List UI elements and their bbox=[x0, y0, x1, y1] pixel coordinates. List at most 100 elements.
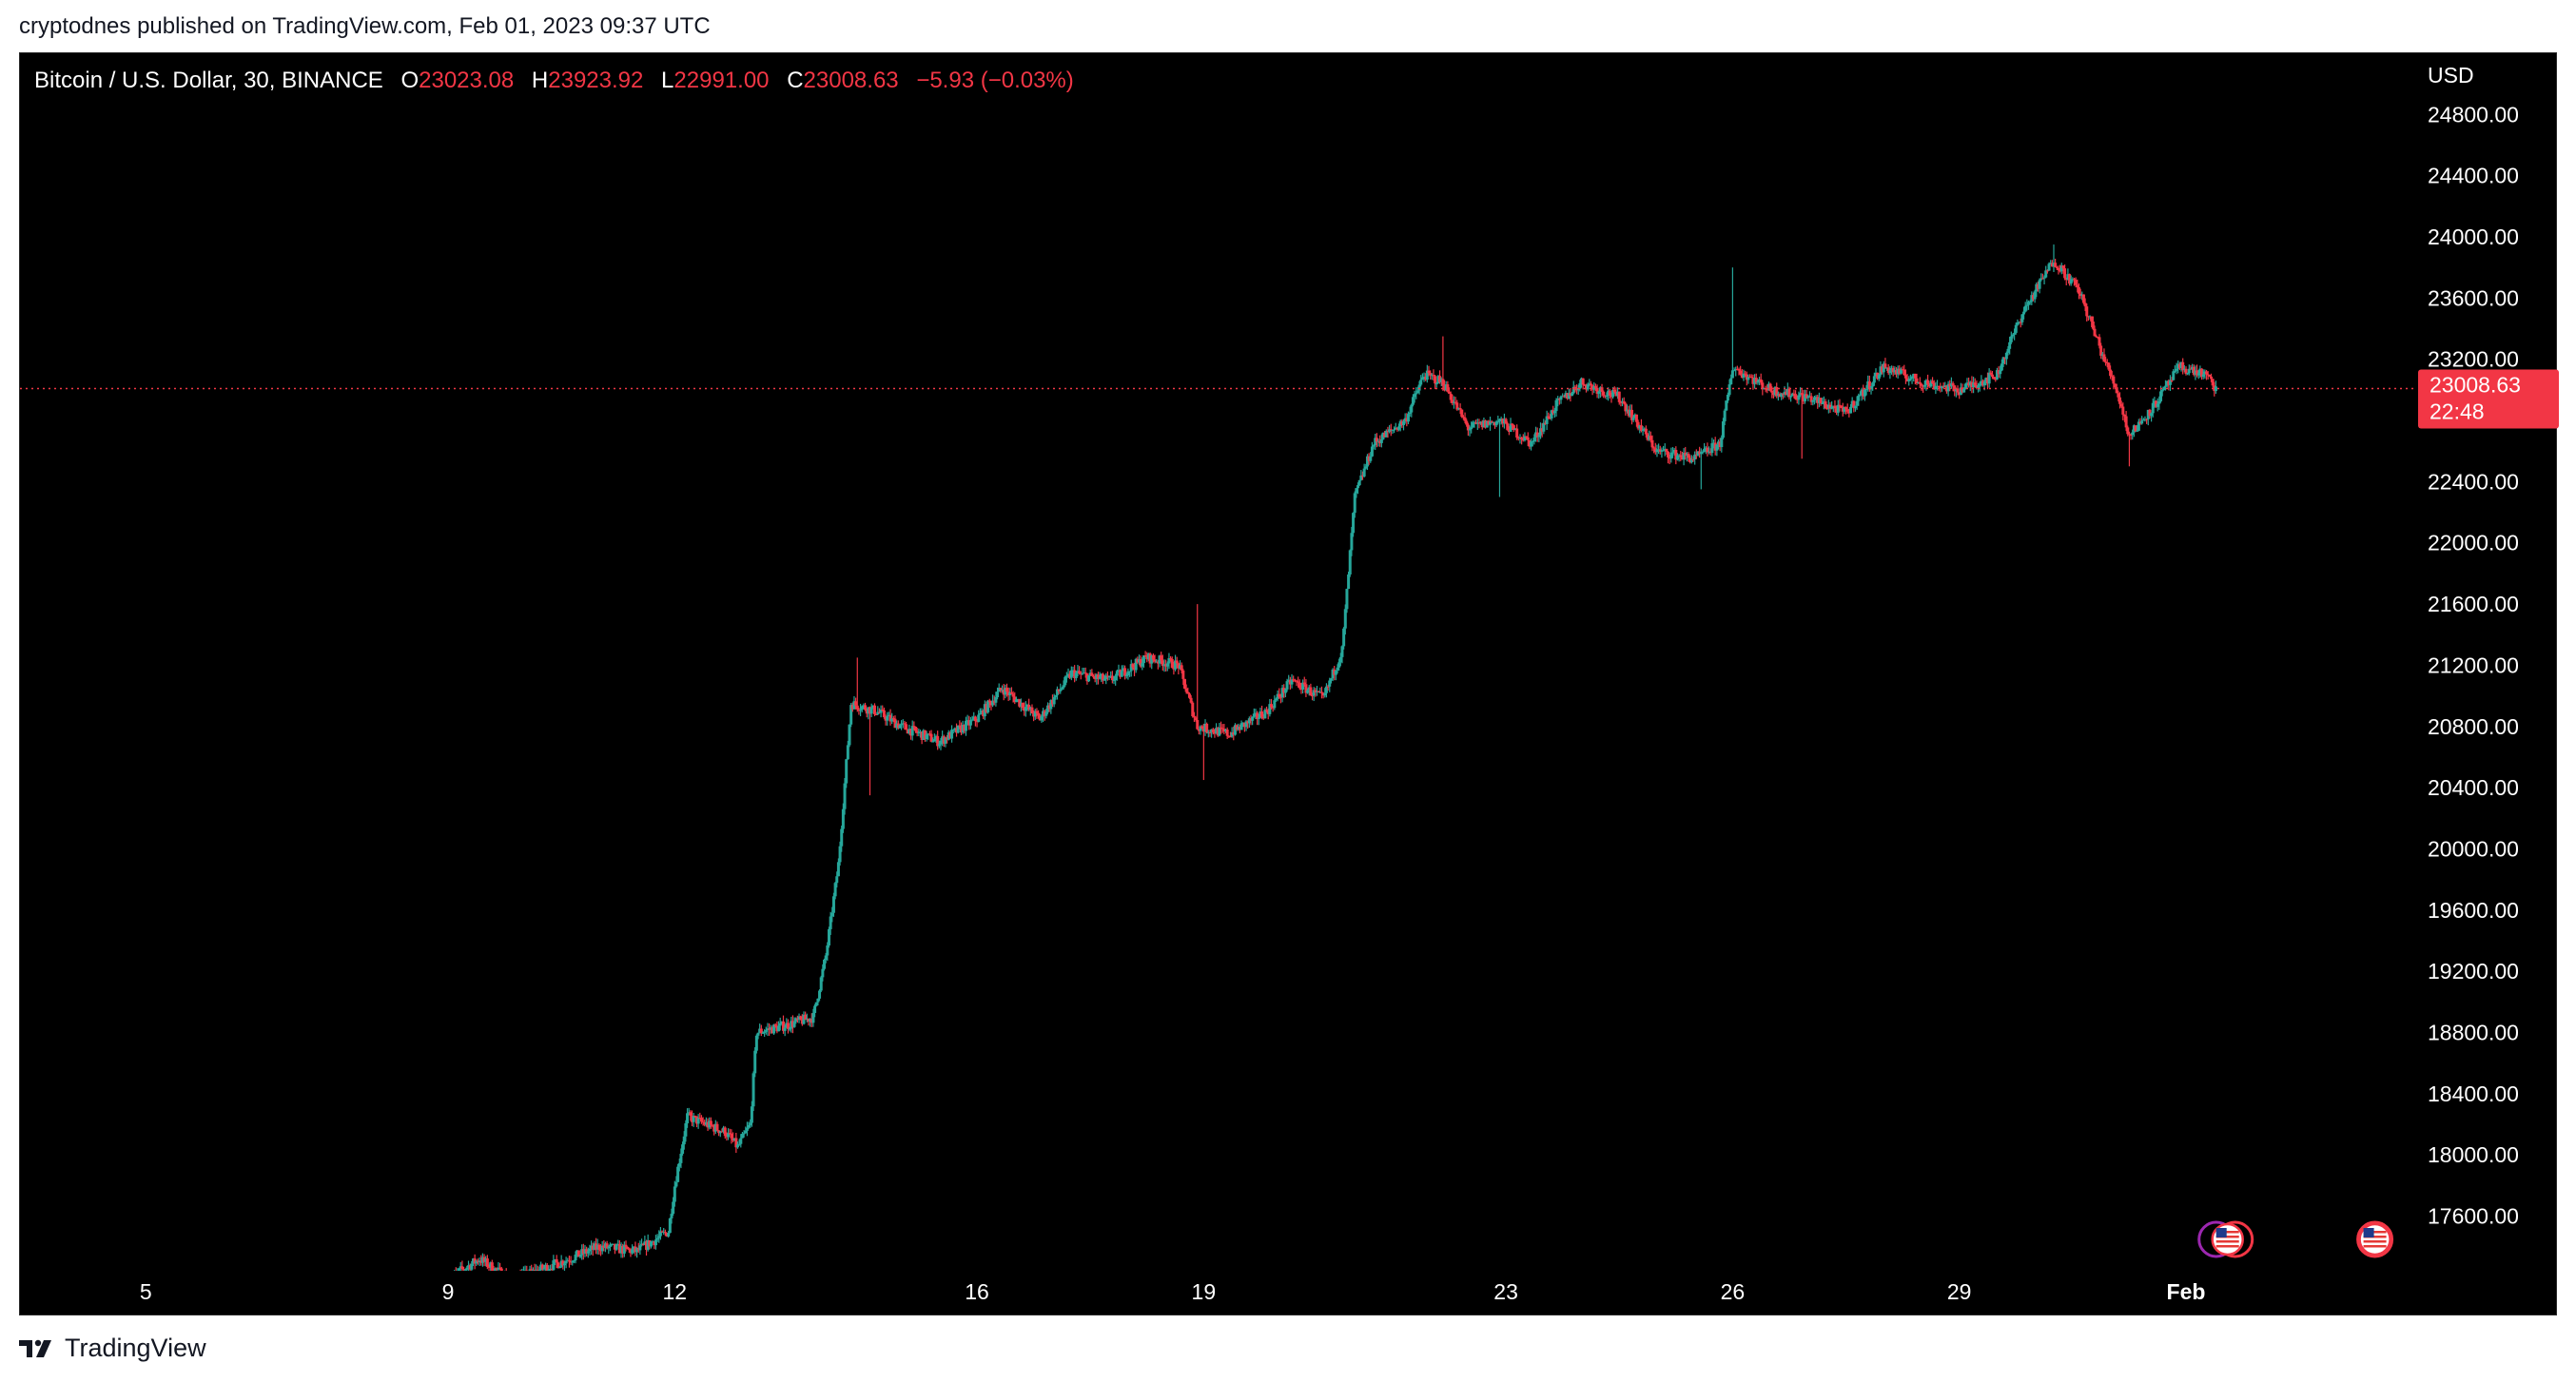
candle-body bbox=[1408, 412, 1412, 415]
candle-body bbox=[1309, 687, 1313, 696]
candle-body bbox=[1375, 438, 1378, 442]
candle-body bbox=[1002, 690, 1005, 695]
candle-body bbox=[1369, 456, 1373, 461]
candle-body bbox=[1550, 410, 1553, 419]
candle-body bbox=[1509, 423, 1512, 432]
candle-body bbox=[2088, 316, 2092, 318]
candle-body bbox=[1438, 376, 1442, 382]
tradingview-logo-icon bbox=[19, 1339, 51, 1357]
tradingview-logo[interactable]: TradingView bbox=[19, 1334, 206, 1363]
candle-body bbox=[1060, 688, 1064, 690]
candle-body bbox=[1024, 707, 1027, 711]
candle-body bbox=[1926, 380, 1930, 385]
candle-body bbox=[1490, 421, 1493, 423]
candle-body bbox=[519, 1276, 522, 1281]
candle-body bbox=[635, 1248, 639, 1253]
candle-body bbox=[1451, 399, 1454, 403]
candle-body bbox=[1672, 449, 1676, 453]
candle-body bbox=[1092, 675, 1096, 677]
candle-body bbox=[1350, 533, 1354, 551]
candle-body bbox=[2073, 279, 2077, 281]
high-value: 23923.92 bbox=[548, 68, 644, 93]
candle-body bbox=[860, 706, 864, 711]
candle-body bbox=[1334, 670, 1337, 675]
candle-body bbox=[1626, 409, 1630, 412]
candle-body bbox=[1482, 420, 1486, 428]
candle-body bbox=[1934, 386, 1938, 390]
us-flag-event-icon[interactable] bbox=[2356, 1220, 2394, 1258]
candle-body bbox=[634, 1246, 637, 1253]
candle-body bbox=[562, 1263, 566, 1266]
symbol-description[interactable]: Bitcoin / U.S. Dollar, 30, BINANCE bbox=[34, 68, 383, 93]
candle-body bbox=[2054, 263, 2058, 267]
candle-body bbox=[2145, 419, 2149, 420]
candle-body bbox=[1977, 385, 1981, 388]
candle-body bbox=[1389, 429, 1393, 431]
candle-body bbox=[2194, 370, 2197, 375]
candle-body bbox=[1083, 672, 1087, 674]
candle-body bbox=[704, 1121, 708, 1125]
candle-body bbox=[2177, 363, 2181, 368]
candle-body bbox=[2076, 284, 2079, 287]
candle-body bbox=[476, 1260, 479, 1263]
candle-body bbox=[1312, 690, 1316, 696]
candle-body bbox=[1939, 387, 1942, 389]
candle-body bbox=[1694, 454, 1698, 456]
candle-body bbox=[1278, 696, 1282, 698]
candle-body bbox=[503, 1274, 506, 1280]
candle-body bbox=[2211, 379, 2215, 386]
candle-body bbox=[2091, 321, 2095, 329]
candle-body bbox=[629, 1249, 633, 1254]
candle-body bbox=[1821, 403, 1825, 405]
candle-body bbox=[684, 1122, 688, 1137]
candle-body bbox=[1949, 382, 1953, 387]
candle-body bbox=[1175, 660, 1179, 664]
candle-body bbox=[1189, 697, 1193, 703]
candle-body bbox=[1441, 379, 1445, 386]
candle-body bbox=[1531, 441, 1534, 443]
currency-label[interactable]: USD bbox=[2428, 63, 2474, 88]
candle-body bbox=[1470, 427, 1473, 430]
candle-body bbox=[600, 1245, 604, 1252]
candle-body bbox=[1436, 376, 1440, 384]
candle-body bbox=[865, 710, 868, 714]
candle-body bbox=[1708, 451, 1712, 454]
candle-body bbox=[1025, 705, 1029, 708]
candle-body bbox=[2018, 321, 2021, 323]
candle-body bbox=[1237, 726, 1240, 730]
close-label: C bbox=[787, 68, 804, 93]
candle-body bbox=[1187, 693, 1191, 698]
candle-body bbox=[1778, 394, 1782, 398]
candle-body bbox=[1263, 710, 1267, 719]
candle-body bbox=[632, 1246, 635, 1250]
candle-body bbox=[1246, 721, 1250, 724]
candle-body bbox=[740, 1133, 744, 1139]
candle-body bbox=[2184, 368, 2188, 374]
candle-body bbox=[1494, 421, 1498, 426]
candle-body bbox=[1946, 383, 1950, 392]
candle-body bbox=[1114, 675, 1118, 681]
candle-body bbox=[640, 1243, 644, 1246]
candle-body bbox=[1079, 673, 1083, 675]
candle-body bbox=[487, 1266, 491, 1268]
candle-body bbox=[2117, 397, 2121, 404]
us-flag-event-icon[interactable] bbox=[2197, 1220, 2254, 1258]
candle-body bbox=[501, 1279, 504, 1280]
candle-body bbox=[1895, 370, 1898, 375]
candle-body bbox=[1249, 718, 1253, 721]
candle-body bbox=[830, 912, 834, 917]
candle-body bbox=[2036, 283, 2039, 289]
candle-body bbox=[1384, 430, 1388, 438]
candle-body bbox=[1675, 456, 1679, 460]
candle-body bbox=[1023, 708, 1026, 711]
candle-body bbox=[552, 1260, 556, 1271]
candle-body bbox=[1649, 436, 1652, 440]
candle-body bbox=[996, 692, 1000, 698]
candle-body bbox=[1786, 388, 1789, 396]
candle-body bbox=[535, 1269, 538, 1271]
candle-body bbox=[2165, 380, 2169, 386]
last-price-tag[interactable] bbox=[2418, 369, 2559, 429]
candle-body bbox=[920, 731, 924, 740]
candle-body bbox=[761, 1032, 765, 1034]
candle-body bbox=[567, 1260, 571, 1262]
